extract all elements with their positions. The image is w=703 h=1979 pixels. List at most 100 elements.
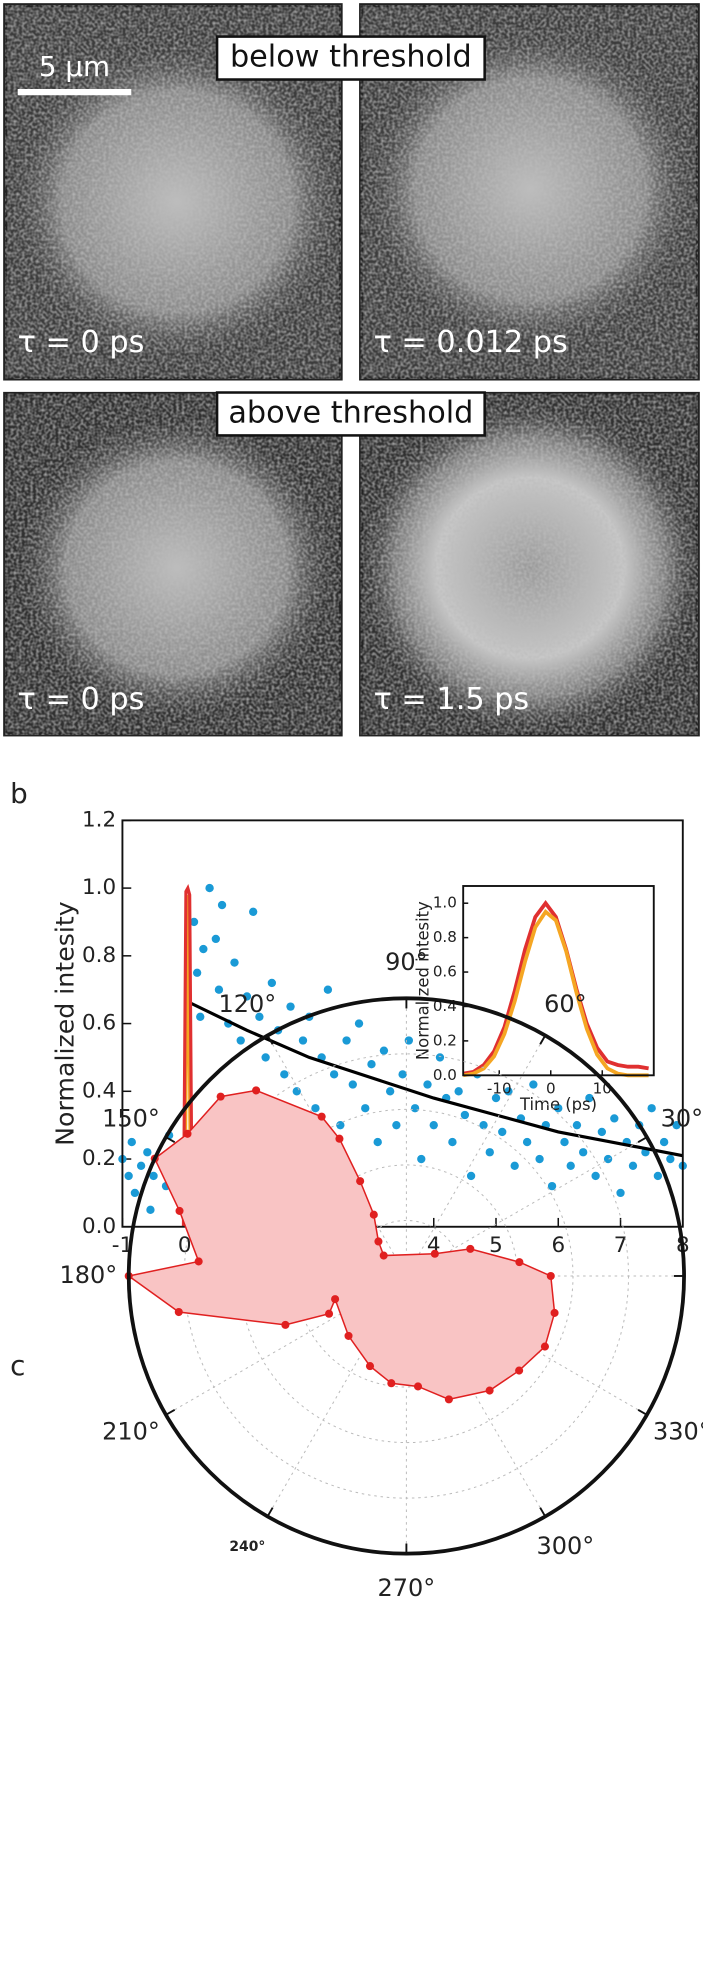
point [616, 1188, 625, 1198]
line [462, 909, 649, 1078]
point [267, 978, 277, 988]
delay-label: τ = 1.5 ps [374, 682, 530, 717]
point [175, 1206, 184, 1215]
point [183, 1129, 192, 1138]
point [550, 1308, 559, 1317]
point [591, 1171, 600, 1181]
point [230, 958, 239, 967]
point [354, 1019, 364, 1028]
outer-ring [126, 996, 686, 1556]
point [249, 907, 258, 916]
point [199, 944, 208, 954]
point [379, 1046, 389, 1055]
point [329, 1070, 339, 1079]
point [522, 1137, 532, 1147]
point [252, 1086, 261, 1095]
point [373, 1137, 382, 1147]
theta-label: 270° [378, 1574, 436, 1602]
theta-label: 60° [544, 990, 586, 1018]
point [331, 1295, 340, 1304]
y-tick-label: 0.2 [433, 1031, 457, 1049]
theta-label: 30° [661, 1104, 703, 1132]
point [659, 1137, 669, 1147]
point [196, 1012, 205, 1021]
point [344, 1331, 353, 1340]
point [292, 1087, 301, 1096]
y-tick-label: 1.2 [82, 807, 116, 832]
point [410, 1104, 420, 1113]
point [413, 1382, 423, 1391]
y-axis-label: Normalized intesity [51, 901, 80, 1146]
point [466, 1171, 476, 1181]
y-tick-label: 0.8 [82, 943, 116, 968]
point [236, 1036, 245, 1045]
delay-label: τ = 0.012 ps [374, 325, 568, 360]
line [181, 883, 194, 1227]
point [261, 1053, 270, 1062]
polar-plot: 0°30°60°90°120°150°180°210°240°270°300°3… [59, 948, 703, 1602]
panel-label: b [10, 777, 28, 810]
x-tick-label: 0 [546, 1079, 556, 1097]
point [205, 883, 214, 893]
y-tick-label: 0.8 [433, 928, 457, 946]
plot-frame [121, 819, 684, 1228]
y-tick-label: 0.0 [82, 1214, 116, 1239]
image [3, 391, 343, 737]
point [435, 1053, 445, 1062]
theta-label: 150° [102, 1104, 160, 1132]
x-tick-label: 0 [178, 1233, 192, 1258]
theta-label: 330° [653, 1417, 703, 1445]
point [515, 1258, 524, 1267]
delay-label: τ = 0 ps [18, 325, 145, 360]
x-tick-label: -1 [112, 1233, 133, 1258]
line [462, 900, 649, 1076]
point [127, 1137, 136, 1147]
point [211, 934, 220, 944]
point [136, 1161, 146, 1170]
scale-bar-label: 5 μm [39, 50, 110, 83]
point [149, 1171, 158, 1181]
point [194, 1257, 203, 1266]
y-tick-label: 0.6 [433, 963, 457, 981]
point [529, 1080, 538, 1089]
plot-area [463, 885, 654, 1076]
point [610, 1114, 619, 1123]
point [311, 1104, 320, 1113]
x-tick-label: 5 [489, 1233, 503, 1258]
theta-label: 300° [537, 1532, 595, 1560]
y-tick-label: 0.0 [433, 1066, 457, 1084]
point [504, 1087, 513, 1096]
point [554, 1104, 563, 1113]
point [672, 1120, 681, 1130]
row-title: above threshold [228, 395, 473, 430]
point [214, 985, 224, 994]
point [348, 1080, 357, 1089]
point [579, 1148, 588, 1157]
point [255, 1012, 264, 1021]
point [336, 1120, 345, 1130]
point [317, 1112, 326, 1121]
label-box [215, 35, 486, 81]
delay-label: τ = 0 ps [18, 682, 145, 717]
point [460, 1110, 470, 1120]
point [479, 1120, 488, 1130]
point [387, 1379, 396, 1388]
point [448, 1137, 457, 1147]
point [216, 1092, 225, 1101]
point [392, 1120, 401, 1130]
point [547, 1181, 557, 1191]
point [585, 1093, 594, 1103]
point [280, 1070, 289, 1079]
x-tick-label: 7 [614, 1233, 628, 1258]
point [356, 1177, 365, 1186]
point [385, 1087, 395, 1096]
point [491, 1093, 501, 1103]
point [485, 1386, 494, 1395]
image [359, 391, 701, 737]
point [430, 1249, 439, 1258]
point [566, 1161, 575, 1170]
y-tick-label: 1.0 [433, 894, 457, 912]
y-tick-label: 1.0 [82, 875, 116, 900]
point [466, 1244, 475, 1253]
